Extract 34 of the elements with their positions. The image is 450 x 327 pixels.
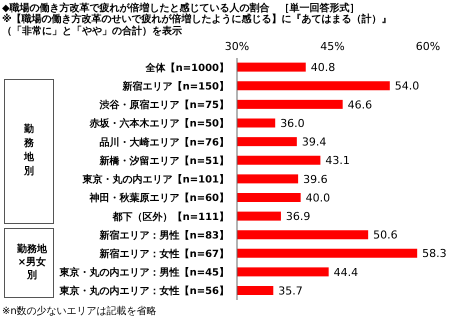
data-label: 58.3: [422, 247, 447, 260]
y-tick-label: 神田・秋葉原エリア【n=60】: [88, 192, 229, 204]
text: ※n数の少ないエリアは記載を省略: [2, 304, 157, 318]
text: 勤務地×男女別: [16, 243, 48, 282]
data-label: 40.8: [310, 61, 336, 74]
data-label: 54.0: [394, 80, 420, 93]
data-label: 46.6: [348, 98, 372, 112]
y-tick-label: 都下（区外）【n=111】: [112, 210, 229, 223]
chart-title: ◆職場の働き方改革で疲れが倍増したと感じている人の割合 ［単一回答形式］: [2, 1, 360, 14]
data-label: 36.0: [280, 116, 305, 130]
data-label: 35.7: [278, 284, 303, 298]
data-label: 36.9: [286, 210, 310, 223]
data-label: 39.4: [302, 136, 326, 149]
y-tick-label: 新橋・汐留エリア【n=51】: [98, 154, 229, 167]
y-tick-label: 東京・丸の内エリア【n=101】: [82, 174, 229, 186]
y-tick-label: 赤坂・六本木エリア【n=50】: [88, 118, 229, 130]
y-tick-label: 品川・大崎エリア【n=76】: [100, 136, 229, 148]
y-tick-label: 新宿エリア：男性【n=83】: [98, 229, 229, 242]
chart-subtitle: ※【職場の働き方改革のせいで疲れが倍増したように感じる】に『あてはまる（計）』（「非常に」と「やや」の合計）を表示: [2, 14, 392, 38]
y-tick-label: 全体【n=1000】: [144, 62, 229, 74]
data-label: 43.1: [325, 154, 350, 168]
y-tick-label: 東京・丸の内エリア：女性【n=56】: [58, 285, 229, 298]
data-label: 44.4: [334, 266, 358, 279]
x-tick-label: 60%: [416, 40, 440, 53]
data-label: 39.6: [303, 172, 328, 186]
y-tick-label: 新宿エリア：女性【n=67】: [98, 248, 229, 260]
data-label: 40.0: [306, 191, 330, 204]
text: 勤務地別: [24, 123, 34, 180]
y-tick-label: 渋谷・原宿エリア【n=75】: [98, 99, 229, 112]
data-label: 50.6: [373, 228, 398, 242]
x-tick-label: 30%: [224, 40, 250, 53]
x-tick-label: 45%: [320, 40, 345, 53]
y-tick-label: 新宿エリア【n=150】: [122, 80, 229, 92]
y-tick-label: 東京・丸の内エリア：男性【n=45】: [58, 266, 229, 279]
